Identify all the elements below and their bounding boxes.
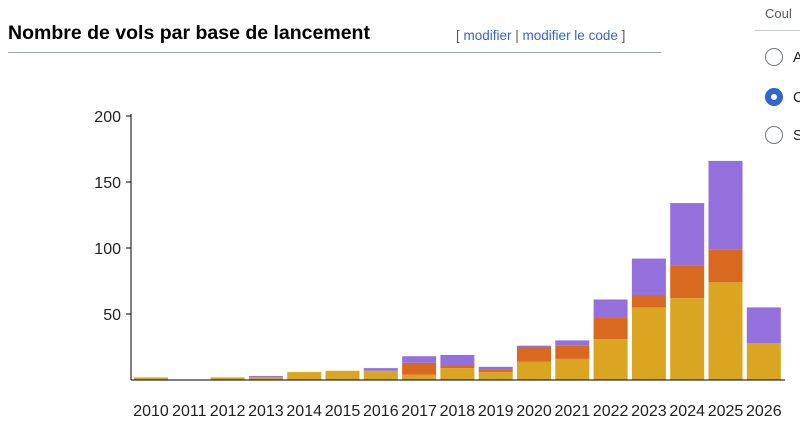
bar-segment	[402, 374, 437, 380]
edit-code-link[interactable]: modifier le code	[522, 28, 618, 43]
bar-segment	[478, 372, 513, 380]
y-tick-label: 150	[94, 175, 121, 192]
bracket-open: [	[456, 28, 464, 43]
edit-links: [ modifier | modifier le code ]	[456, 28, 625, 43]
x-tick-label: 2022	[593, 403, 629, 420]
bar-segment	[746, 307, 781, 344]
x-tick-label: 2011	[172, 403, 207, 420]
bar-segment	[402, 362, 437, 375]
bar-segment	[631, 258, 666, 296]
bar-segment	[593, 317, 628, 340]
x-tick-label: 2026	[746, 403, 782, 420]
x-tick-label: 2023	[631, 403, 667, 420]
x-tick-label: 2024	[669, 403, 705, 420]
x-tick-label: 2025	[708, 403, 744, 420]
y-tick-label: 50	[103, 307, 121, 324]
x-tick-label: 2010	[133, 403, 169, 420]
link-separator: |	[511, 28, 523, 43]
section-heading: Nombre de vols par base de lancement [ m…	[8, 14, 661, 53]
color-options-divider	[755, 30, 800, 31]
color-options-title: Coul	[765, 6, 792, 21]
bar-segment	[555, 345, 590, 359]
color-option-c-label: C	[793, 90, 800, 106]
x-tick-label: 2017	[401, 403, 437, 420]
x-tick-label: 2021	[555, 403, 591, 420]
bar-segment	[210, 377, 245, 380]
x-tick-label: 2015	[325, 403, 361, 420]
bar-segment	[517, 361, 551, 380]
bar-segment	[593, 339, 628, 380]
bar-segment	[363, 368, 398, 371]
bar-segment	[517, 347, 551, 362]
bar-segment	[708, 249, 743, 283]
bar-segment	[670, 265, 705, 299]
bar-segment	[248, 376, 283, 378]
x-tick-label: 2016	[363, 403, 399, 420]
x-tick-label: 2012	[210, 403, 246, 420]
bar-segment	[363, 370, 398, 380]
section-title: Nombre de vols par base de lancement	[8, 22, 370, 44]
bar-segment	[746, 343, 781, 380]
bar-segment	[478, 369, 513, 373]
bracket-close: ]	[617, 28, 626, 43]
bar-segment	[402, 356, 437, 363]
bar-segment	[708, 282, 743, 380]
radio-c[interactable]	[765, 88, 783, 106]
bar-segment	[708, 160, 743, 250]
color-option-a-label: A	[793, 50, 800, 66]
color-options-panel: Coul A C S	[753, 0, 800, 424]
bar-segment	[555, 358, 590, 380]
edit-link[interactable]: modifier	[463, 28, 512, 43]
y-tick-label: 200	[94, 109, 121, 126]
bar-segment	[631, 295, 666, 308]
bar-segment	[517, 345, 551, 347]
x-tick-label: 2014	[286, 403, 322, 420]
bar-segment	[670, 298, 705, 380]
bar-segment	[440, 365, 475, 369]
radio-a[interactable]	[765, 48, 783, 66]
bar-segment	[478, 366, 513, 370]
y-tick-label: 100	[94, 241, 121, 258]
x-tick-label: 2019	[478, 403, 514, 420]
bar-segment	[631, 307, 666, 380]
bar-segment	[555, 340, 590, 346]
bar-segment	[440, 368, 475, 380]
bar-segment	[248, 377, 283, 380]
bar-segment	[440, 354, 475, 366]
x-tick-label: 2020	[516, 403, 552, 420]
bar-segment	[325, 370, 360, 380]
bar-segment	[593, 299, 628, 318]
bar-segment	[134, 377, 168, 380]
x-tick-label: 2013	[248, 403, 284, 420]
color-option-s-label: S	[793, 128, 800, 144]
radio-s[interactable]	[765, 126, 783, 144]
bar-segment	[670, 203, 705, 266]
bar-segment	[287, 372, 322, 380]
x-tick-label: 2018	[440, 403, 476, 420]
